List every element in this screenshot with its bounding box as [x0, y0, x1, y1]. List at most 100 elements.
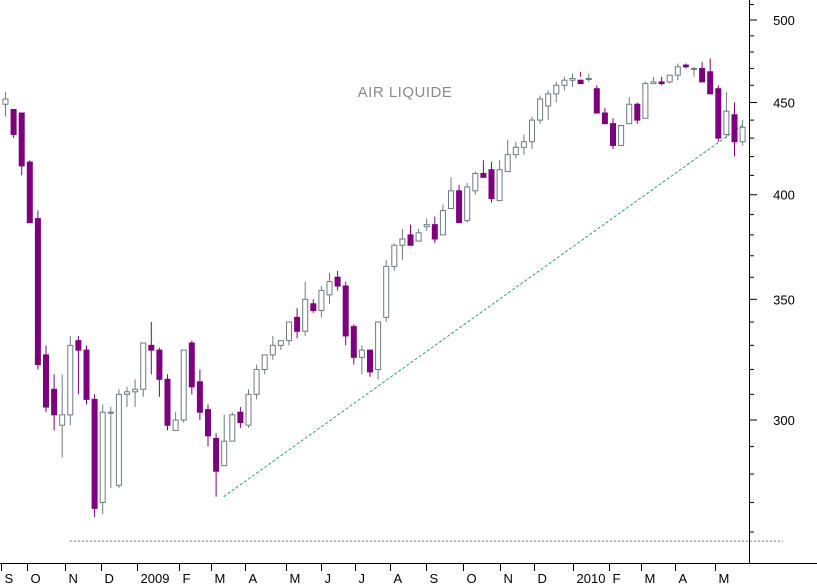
candle: [43, 345, 49, 413]
candle-body: [91, 398, 98, 509]
candle-body: [180, 349, 187, 421]
candle-body: [367, 349, 373, 373]
candle: [512, 141, 519, 159]
candle: [448, 177, 454, 210]
x-tick-label: 2010: [577, 571, 606, 586]
candle-body: [699, 67, 706, 83]
candle-body: [164, 378, 171, 426]
x-tick-label: F: [613, 571, 621, 586]
candle-body: [302, 298, 309, 332]
candle: [294, 308, 301, 339]
candle-body: [310, 303, 317, 312]
candle-body: [221, 440, 228, 467]
candle: [723, 92, 730, 139]
candle-body: [375, 321, 382, 370]
candle-body: [456, 190, 463, 224]
candle-body: [132, 388, 139, 393]
candle: [132, 379, 139, 408]
candle-body: [658, 81, 665, 85]
x-tick-label: N: [69, 571, 78, 586]
candle: [107, 407, 114, 489]
candle-body: [472, 172, 479, 192]
candle-body: [561, 79, 568, 86]
candle: [383, 260, 390, 322]
candle: [691, 66, 697, 77]
candle: [2, 92, 9, 117]
x-tick-label: M: [290, 571, 301, 586]
candle-body: [196, 381, 203, 413]
candle: [739, 120, 746, 146]
candle-body: [342, 285, 349, 337]
candle: [350, 324, 357, 365]
candle: [10, 108, 17, 139]
candle: [431, 216, 438, 244]
candle-body: [585, 78, 592, 81]
candle-body: [391, 244, 398, 267]
candle-body: [626, 103, 633, 125]
y-tick-label: 400: [773, 188, 795, 203]
candle-body: [569, 78, 576, 81]
candle-body: [286, 321, 292, 342]
candle: [375, 321, 382, 380]
candle-body: [318, 289, 325, 312]
candle-body: [634, 103, 641, 121]
candle-body: [277, 340, 284, 346]
candle: [391, 243, 398, 271]
candle: [334, 270, 341, 291]
plot-frame: [0, 0, 817, 564]
candle: [34, 210, 41, 370]
candle: [253, 364, 260, 400]
x-tick-label: D: [105, 571, 114, 586]
candle-body: [448, 190, 454, 210]
candle: [156, 347, 163, 397]
candle: [99, 404, 106, 515]
candle: [569, 73, 576, 87]
candle-body: [107, 411, 114, 414]
candle: [18, 112, 25, 176]
candles-layer: [2, 58, 746, 518]
candle: [715, 85, 722, 142]
candle: [124, 386, 130, 408]
candle: [618, 124, 625, 146]
candle-body: [553, 84, 560, 95]
candle: [642, 81, 649, 119]
x-tick-label: M: [215, 571, 226, 586]
candle-body: [610, 123, 616, 146]
x-tick-label: 2009: [141, 571, 170, 586]
x-tick-label: M: [719, 571, 730, 586]
candle-body: [350, 326, 357, 358]
candle-body: [245, 393, 252, 426]
x-tick-label: M: [645, 571, 656, 586]
candle: [626, 97, 633, 125]
candle: [529, 116, 535, 150]
candle-body: [431, 224, 438, 240]
candle-body: [51, 388, 58, 416]
candle-body: [294, 316, 301, 332]
candle-body: [358, 349, 365, 358]
candle-body: [723, 110, 730, 135]
candle: [415, 228, 422, 242]
candle-body: [26, 161, 33, 224]
candle-body: [577, 79, 584, 85]
candle-body: [124, 391, 130, 395]
candle: [504, 139, 511, 173]
candle-body: [67, 344, 74, 416]
candle-body: [537, 98, 544, 121]
candle: [545, 90, 552, 121]
candle: [237, 407, 244, 428]
candle-body: [213, 437, 220, 472]
candle: [245, 389, 252, 428]
candle: [682, 63, 689, 69]
x-tick-label: N: [504, 571, 513, 586]
candle: [658, 76, 665, 86]
candle: [634, 102, 641, 124]
candle: [407, 224, 414, 246]
candle-body: [642, 83, 649, 119]
candle-body: [545, 93, 552, 107]
candle-body: [399, 238, 406, 246]
candle-body: [504, 154, 511, 173]
x-tick-label: S: [430, 571, 439, 586]
candle: [699, 61, 706, 83]
candle: [180, 349, 187, 423]
candle-body: [496, 169, 503, 202]
